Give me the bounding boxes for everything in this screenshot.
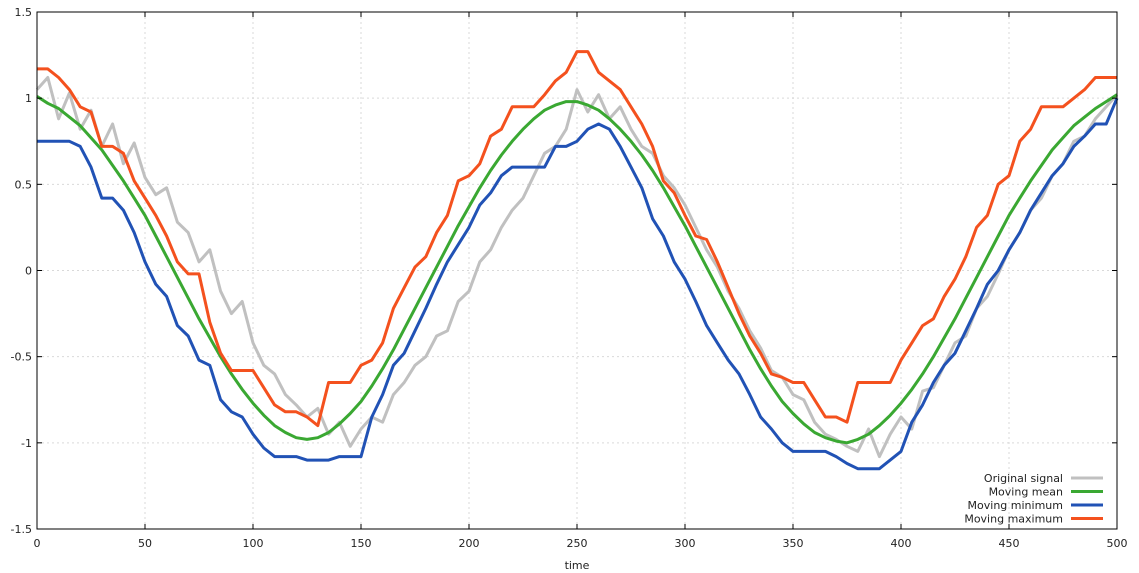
x-tick-label: 50 [138,537,152,550]
x-tick-label: 100 [243,537,264,550]
y-tick-label: 1 [25,92,32,105]
x-tick-label: 450 [999,537,1020,550]
y-tick-label: 0 [25,265,32,278]
x-tick-label: 350 [783,537,804,550]
x-tick-label: 200 [459,537,480,550]
original-signal-line [35,76,1119,459]
legend-label-moving-minimum: Moving minimum [968,499,1063,512]
legend-label-moving-maximum: Moving maximum [964,513,1063,526]
x-tick-label: 0 [34,537,41,550]
x-tick-label: 300 [675,537,696,550]
moving-mean-line [36,93,1118,445]
grid [37,12,1117,529]
x-tick-label: 400 [891,537,912,550]
y-tick-label: 0.5 [15,178,33,191]
y-tick-label: -1 [21,437,32,450]
ticks: 0 50 100 150 200 250 300 350 400 450 500 -1.5 -1 -0.5… [11,6,1128,550]
legend-label-original-signal: Original signal [984,472,1063,485]
x-tick-label: 500 [1107,537,1128,550]
series-lines [35,50,1119,471]
y-tick-label: -1.5 [11,523,32,536]
x-axis-label: time [565,559,590,572]
moving-maximum-line [37,50,1117,428]
moving-minimum-line [37,97,1119,471]
x-tick-label: 150 [351,537,372,550]
y-tick-label: 1.5 [15,6,33,19]
y-tick-label: -0.5 [11,351,32,364]
legend-label-moving-mean: Moving mean [989,486,1063,499]
x-tick-label: 250 [567,537,588,550]
